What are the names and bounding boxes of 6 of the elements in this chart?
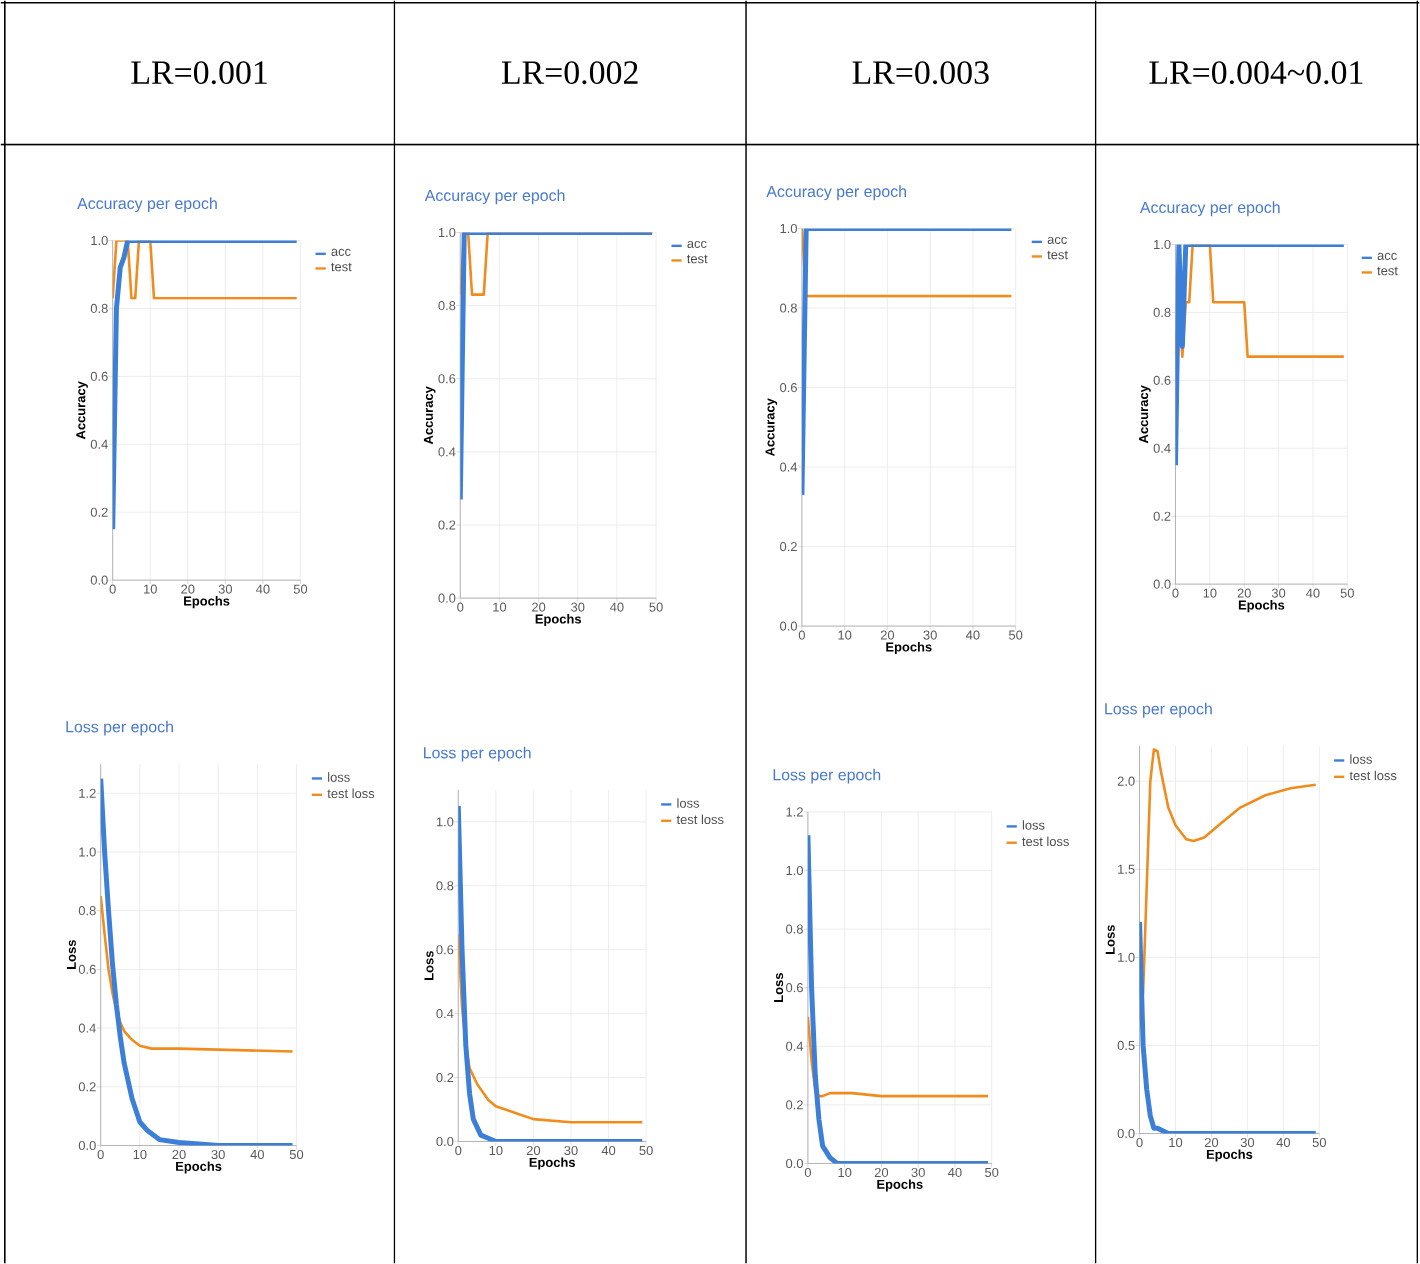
line-series [112, 240, 300, 532]
chart-title: LR=0.003 [852, 61, 989, 85]
chart-title: LR=0.004~0.01 [1149, 61, 1363, 85]
line-series [100, 894, 294, 1053]
chart-title: LR=0.002 [501, 61, 638, 85]
chart-title: LR=0.001 [131, 61, 267, 85]
